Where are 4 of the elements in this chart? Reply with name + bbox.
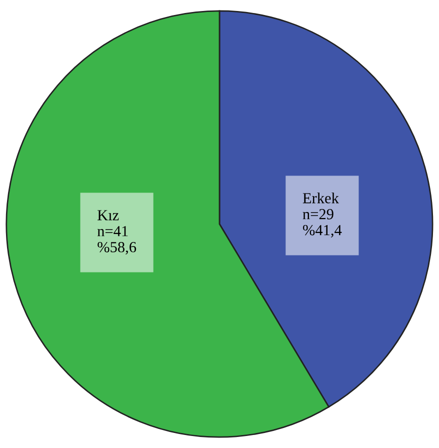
slice-label: Kız (98, 210, 119, 220)
data-label: n=29 %41,4 (302, 209, 342, 238)
data-label: n=41 %58,6 (97, 226, 136, 254)
slice-label: Erkek (302, 192, 339, 204)
